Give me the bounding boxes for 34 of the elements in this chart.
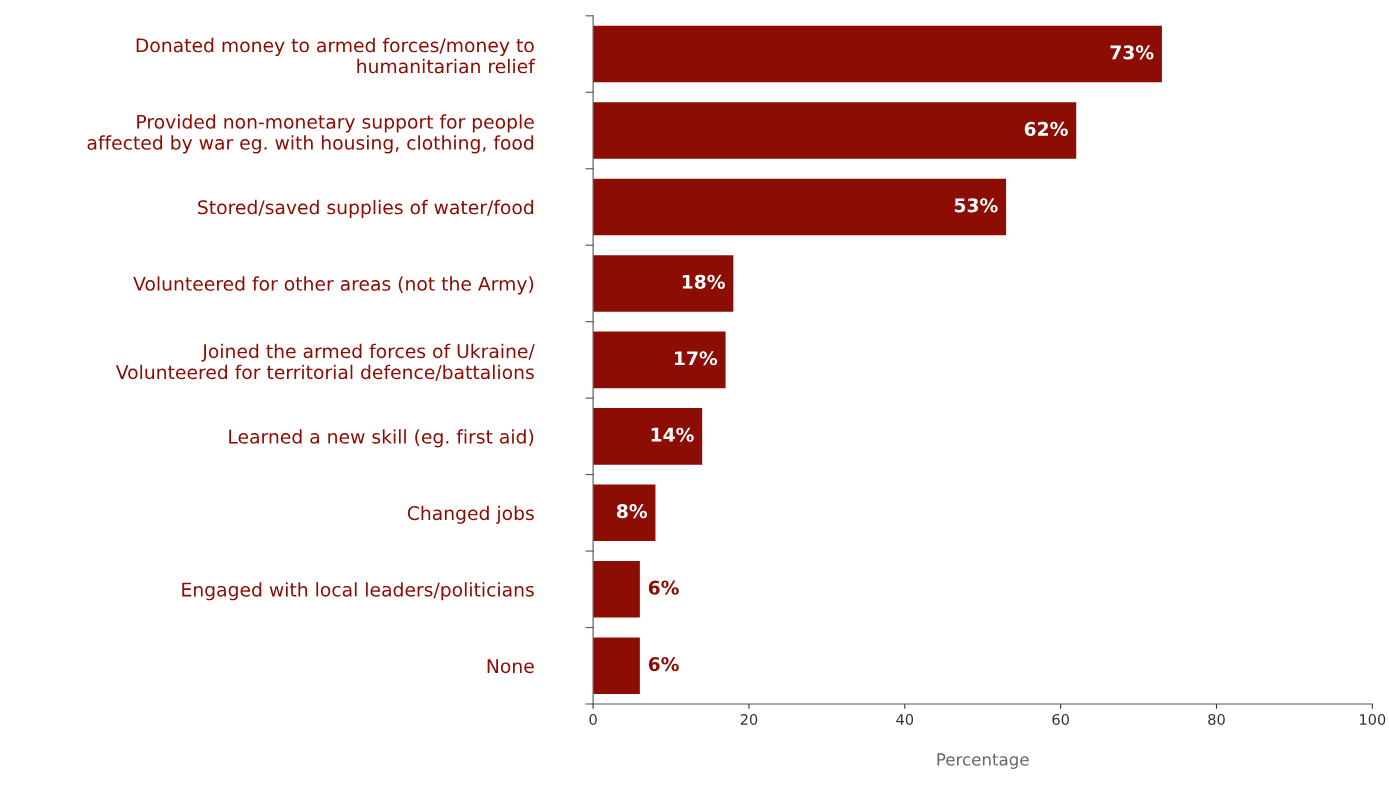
x-tick-label: 60	[1052, 713, 1069, 725]
y-tick-label: Stored/saved supplies of water/food	[198, 199, 534, 218]
x-tick-label: 0	[589, 713, 597, 725]
x-tick-label: 80	[1208, 713, 1225, 725]
y-tick-label: None	[487, 659, 534, 674]
bar	[593, 255, 734, 312]
bar	[593, 102, 1077, 159]
data-label: 17%	[675, 351, 718, 366]
bar	[593, 561, 640, 618]
y-tick-label: Learned a new skill (eg. first aid)	[229, 429, 534, 448]
y-tick-label: Provided non-monetary support for people affected by war eg. with housing, clothing, food	[87, 114, 534, 154]
x-tick-label: 20	[740, 713, 758, 725]
data-label: 62%	[1024, 121, 1068, 136]
bar	[593, 178, 1007, 236]
bar	[593, 331, 726, 389]
bar	[593, 25, 1162, 83]
data-label: 53%	[954, 198, 998, 213]
data-label: 8%	[616, 504, 648, 519]
bar	[593, 408, 703, 465]
x-tick-label: 40	[896, 713, 914, 725]
data-label: 14%	[651, 427, 694, 442]
data-label: 6%	[648, 580, 679, 595]
data-label: 6%	[648, 657, 679, 672]
data-label: 73%	[1110, 45, 1154, 60]
bar	[593, 484, 656, 542]
y-tick-label: Changed jobs	[407, 505, 534, 524]
y-tick-label: Engaged with local leaders/politicians	[182, 582, 534, 601]
y-tick-label: Volunteered for other areas (not the Army)	[133, 276, 534, 295]
bar	[593, 637, 640, 695]
y-tick-label: Joined the armed forces of Ukraine/ Volunteered for territorial defence/battalions	[115, 343, 535, 381]
x-axis-title: Percentage	[937, 753, 1029, 769]
data-label: 18%	[682, 274, 725, 289]
x-tick-label: 100	[1360, 713, 1386, 725]
y-tick-label: Donated money to armed forces/money to humanitarian relief	[136, 37, 536, 74]
